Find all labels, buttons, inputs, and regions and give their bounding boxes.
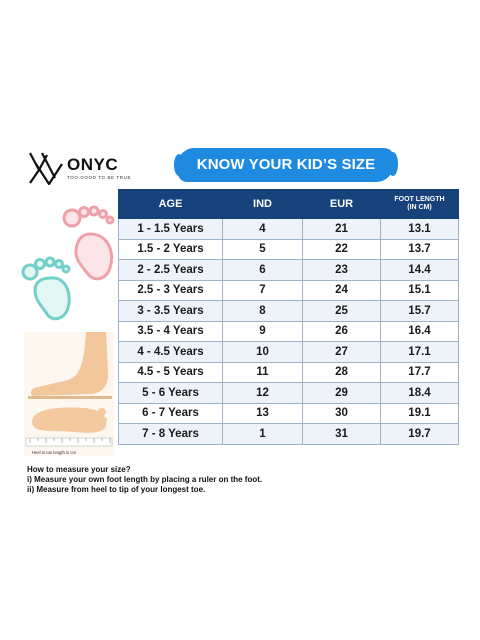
eur-cell: 22 xyxy=(302,238,381,260)
age-cell: 4 - 4.5 Years xyxy=(118,341,223,363)
age-cell: 3.5 - 4 Years xyxy=(118,320,223,342)
header-foot-length-line1: FOOT LENGTH xyxy=(394,196,445,203)
age-cell: 4.5 - 5 Years xyxy=(118,361,223,383)
ind-cell: 13 xyxy=(222,402,303,424)
table-row: 3.5 - 4 Years 9 26 16.4 xyxy=(118,320,459,342)
ind-cell: 5 xyxy=(222,238,303,260)
measure-instructions: How to measure your size? i) Measure you… xyxy=(27,465,262,495)
page-title: KNOW YOUR KID’S SIZE xyxy=(196,156,376,173)
header-foot-length-line2: (IN CM) xyxy=(407,204,432,211)
age-cell: 6 - 7 Years xyxy=(118,402,223,424)
size-chart-table: AGE IND EUR FOOT LENGTH (IN CM) 1 - 1.5 … xyxy=(118,189,459,445)
foot-length-cell: 14.4 xyxy=(380,259,459,281)
ind-cell: 8 xyxy=(222,300,303,322)
brand-name: ONYC xyxy=(67,155,119,174)
table-row: 7 - 8 Years 1 31 19.7 xyxy=(118,423,459,445)
ind-cell: 12 xyxy=(222,382,303,404)
header-eur: EUR xyxy=(302,189,381,219)
brand-tagline: TOO GOOD TO BE TRUE xyxy=(67,175,132,180)
ind-cell: 11 xyxy=(222,361,303,383)
header-foot-length: FOOT LENGTH (IN CM) xyxy=(380,189,459,219)
table-row: 4 - 4.5 Years 10 27 17.1 xyxy=(118,341,459,363)
foot-length-cell: 19.1 xyxy=(380,402,459,424)
foot-length-cell: 16.4 xyxy=(380,320,459,342)
instructions-heading: How to measure your size? xyxy=(27,465,131,474)
ind-cell: 1 xyxy=(222,423,303,445)
table-row: 1 - 1.5 Years 4 21 13.1 xyxy=(118,218,459,240)
eur-cell: 21 xyxy=(302,218,381,240)
age-cell: 1.5 - 2 Years xyxy=(118,238,223,260)
age-cell: 2.5 - 3 Years xyxy=(118,279,223,301)
ind-cell: 10 xyxy=(222,341,303,363)
eur-cell: 27 xyxy=(302,341,381,363)
instruction-step-1: i) Measure your own foot length by placi… xyxy=(27,475,263,484)
ind-cell: 4 xyxy=(222,218,303,240)
eur-cell: 24 xyxy=(302,279,381,301)
age-cell: 2 - 2.5 Years xyxy=(118,259,223,281)
header-age: AGE xyxy=(118,189,223,219)
foot-length-cell: 13.1 xyxy=(380,218,459,240)
foot-length-cell: 17.7 xyxy=(380,361,459,383)
table-row: 6 - 7 Years 13 30 19.1 xyxy=(118,402,459,424)
foot-measure-illustration: Heel to toe length in cm xyxy=(24,332,114,456)
eur-cell: 23 xyxy=(302,259,381,281)
table-header-row: AGE IND EUR FOOT LENGTH (IN CM) xyxy=(118,189,459,219)
foot-length-cell: 15.7 xyxy=(380,300,459,322)
ruler-caption: Heel to toe length in cm xyxy=(32,450,77,455)
instruction-step-2: ii) Measure from heel to tip of your lon… xyxy=(27,485,206,494)
table-row: 1.5 - 2 Years 5 22 13.7 xyxy=(118,238,459,260)
eur-cell: 25 xyxy=(302,300,381,322)
age-cell: 1 - 1.5 Years xyxy=(118,218,223,240)
ind-cell: 7 xyxy=(222,279,303,301)
age-cell: 3 - 3.5 Years xyxy=(118,300,223,322)
foot-length-cell: 18.4 xyxy=(380,382,459,404)
brand-logo: ONYC TOO GOOD TO BE TRUE xyxy=(27,150,157,186)
age-cell: 7 - 8 Years xyxy=(118,423,223,445)
foot-length-cell: 15.1 xyxy=(380,279,459,301)
eur-cell: 30 xyxy=(302,402,381,424)
foot-length-cell: 13.7 xyxy=(380,238,459,260)
onyc-logo-icon xyxy=(29,152,63,186)
eur-cell: 29 xyxy=(302,382,381,404)
age-cell: 5 - 6 Years xyxy=(118,382,223,404)
foot-length-cell: 19.7 xyxy=(380,423,459,445)
ind-cell: 6 xyxy=(222,259,303,281)
baby-feet-icon xyxy=(21,205,115,321)
foot-length-cell: 17.1 xyxy=(380,341,459,363)
table-row: 2 - 2.5 Years 6 23 14.4 xyxy=(118,259,459,281)
eur-cell: 31 xyxy=(302,423,381,445)
table-row: 2.5 - 3 Years 7 24 15.1 xyxy=(118,279,459,301)
table-row: 4.5 - 5 Years 11 28 17.7 xyxy=(118,361,459,383)
header-ind: IND xyxy=(222,189,303,219)
title-banner: KNOW YOUR KID’S SIZE xyxy=(174,148,398,182)
ind-cell: 9 xyxy=(222,320,303,342)
eur-cell: 28 xyxy=(302,361,381,383)
table-row: 5 - 6 Years 12 29 18.4 xyxy=(118,382,459,404)
table-row: 3 - 3.5 Years 8 25 15.7 xyxy=(118,300,459,322)
eur-cell: 26 xyxy=(302,320,381,342)
